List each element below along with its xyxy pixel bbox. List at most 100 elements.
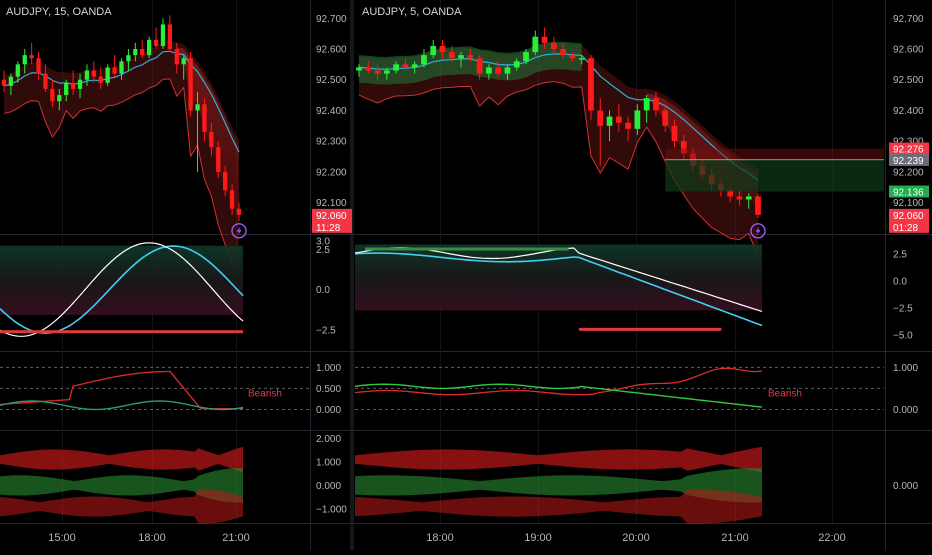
right-candle-body: [653, 98, 659, 111]
bottom-tick-label: 0.000: [893, 481, 918, 492]
price-tick-label: 92.600: [893, 45, 924, 56]
left-candle-body: [153, 39, 159, 46]
price-tick-label: 92.700: [316, 14, 347, 25]
right-candle-body: [513, 61, 520, 68]
left-candle-body: [84, 70, 90, 80]
row-separator: [0, 234, 932, 235]
right-candle-body: [393, 64, 399, 71]
osc-tick-label: 3.0: [316, 237, 330, 248]
price-tick-label: 92.400: [893, 106, 924, 117]
left-candle-body: [209, 131, 214, 148]
left-candle-body: [36, 58, 41, 74]
right-candle-body: [643, 98, 650, 111]
price-tick-label: 92.700: [893, 14, 924, 25]
right-support-zone: [665, 159, 884, 192]
lightning-icon[interactable]: [231, 223, 247, 239]
right-ribbon-band: [355, 446, 762, 473]
price-tick-label: 92.600: [316, 45, 347, 56]
right-last-price-tag-timer: 01:28: [893, 223, 918, 234]
left-candle-body: [8, 76, 14, 86]
left-candle-body: [98, 76, 103, 83]
right-candle-body: [606, 116, 613, 126]
right-signal-line: [354, 252, 763, 327]
price-tick-label: 92.500: [893, 75, 924, 86]
time-axis-label: 18:00: [138, 532, 166, 544]
price-tick-label: 92.400: [316, 106, 347, 117]
right-candle-body: [680, 141, 687, 154]
right-candle-body: [597, 110, 604, 126]
left-candle-body: [119, 61, 124, 74]
left-ribbon-band: [0, 489, 243, 524]
left-signal-bar: [0, 330, 243, 334]
left-candle-body: [64, 82, 69, 96]
time-axis-label: 21:00: [222, 532, 250, 544]
right-candle-body: [430, 45, 437, 56]
left-last-price-tag-bg: [312, 208, 352, 233]
right-ma-channel: [359, 43, 758, 257]
right-candle-body: [727, 190, 734, 197]
left-candle-body: [174, 49, 179, 65]
right-lower-band-line: [358, 81, 759, 257]
left-candle-body: [43, 73, 48, 89]
bottom-tick-label: −1.000: [316, 504, 347, 515]
price-tick-label: 92.200: [316, 167, 347, 178]
left-bearish-label: Bearish: [248, 389, 282, 400]
price-axis-divider: [885, 0, 886, 550]
bottom-tick-label: 0.000: [316, 481, 341, 492]
right-candle-body: [476, 58, 483, 74]
pane-splitter[interactable]: [350, 0, 354, 550]
lightning-icon[interactable]: [750, 223, 766, 239]
price-tick-label: 92.200: [893, 167, 924, 178]
time-axis-label: 19:00: [524, 532, 552, 544]
left-ribbon-band: [0, 446, 243, 473]
left-momentum-zones: [0, 245, 243, 315]
right-level-tag-2: 92.239: [893, 156, 924, 167]
left-candle-body: [167, 24, 173, 49]
left-candle-body: [1, 79, 7, 86]
left-candle-body: [91, 70, 97, 77]
mid-tick-label: 0.000: [316, 405, 341, 416]
left-candle-body: [77, 79, 83, 89]
left-candle-body: [236, 208, 242, 215]
right-candle-body: [486, 67, 492, 74]
time-axis-label: 21:00: [721, 532, 749, 544]
left-candle-body: [112, 67, 117, 74]
right-red-line: [354, 367, 763, 396]
left-candle-body: [29, 55, 34, 59]
right-candle-body: [736, 196, 743, 200]
right-level-tag-1-bg: [889, 142, 929, 155]
time-axis-label: 18:00: [426, 532, 454, 544]
left-candle-body: [105, 67, 110, 83]
left-candle-body: [133, 49, 138, 56]
mid-tick-label: 0.500: [316, 384, 341, 395]
right-candle-body: [458, 55, 464, 59]
right-ribbon-band: [355, 489, 762, 524]
right-candle-body: [402, 64, 409, 68]
right-symbol-title: AUDJPY, 5, OANDA: [362, 6, 462, 18]
osc-tick-label: −2.5: [316, 325, 336, 336]
right-candle-body: [365, 67, 372, 71]
left-candle-body: [160, 24, 166, 46]
price-tick-label: 92.100: [316, 198, 347, 209]
time-axis-label: 20:00: [622, 532, 650, 544]
price-tick-label: 92.300: [316, 137, 347, 148]
left-candle-body: [140, 49, 145, 56]
osc-tick-label: 2.5: [316, 245, 330, 256]
left-candle-body: [50, 88, 55, 102]
right-candle-body: [745, 196, 752, 200]
bottom-tick-label: 1.000: [316, 457, 341, 468]
lightning-icon-glyph: [236, 226, 242, 236]
right-candle-body: [755, 196, 761, 215]
left-candle-body: [216, 147, 221, 172]
right-candle-body: [523, 52, 529, 62]
osc-tick-label: 0.0: [316, 285, 330, 296]
right-level-tag-1: 92.276: [893, 145, 924, 156]
right-candle-body: [495, 67, 502, 74]
right-candle-body: [374, 70, 381, 74]
row-separator: [0, 430, 932, 431]
right-candle-body: [625, 122, 631, 129]
right-level-tag-3: 92.136: [893, 188, 924, 199]
right-ribbon-band: [355, 468, 762, 503]
